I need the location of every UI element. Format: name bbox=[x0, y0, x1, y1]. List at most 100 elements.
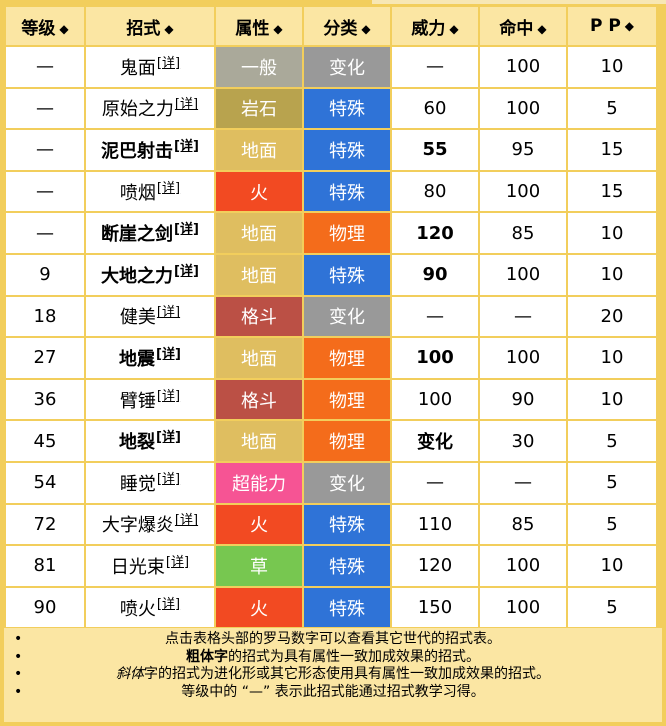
accuracy-cell: 30 bbox=[480, 421, 566, 461]
detail-link[interactable]: [详] bbox=[174, 97, 199, 113]
move-cell: 大字爆炎[详] bbox=[86, 504, 214, 545]
detail-link[interactable]: [详] bbox=[174, 222, 199, 238]
type-badge[interactable]: 格斗 bbox=[216, 379, 302, 420]
note-item: 斜体字的招式为进化形或其它形态使用具有属性一致加成效果的招式。 bbox=[4, 666, 662, 684]
type-badge[interactable]: 地面 bbox=[216, 254, 302, 295]
move-cell: 地震[详] bbox=[86, 338, 214, 378]
column-header[interactable]: 属性 ◆ bbox=[216, 7, 302, 45]
accuracy-cell: 95 bbox=[480, 130, 566, 170]
move-name-link[interactable]: 原始之力 bbox=[101, 99, 174, 121]
sort-icon[interactable]: ◆ bbox=[59, 21, 69, 36]
detail-link[interactable]: [详] bbox=[156, 55, 181, 71]
level-cell: 27 bbox=[6, 338, 84, 378]
move-name-link[interactable]: 地裂 bbox=[119, 432, 156, 454]
move-name-link[interactable]: 健美 bbox=[119, 307, 156, 329]
accuracy-cell: — bbox=[480, 462, 566, 503]
move-cell: 地裂[详] bbox=[86, 421, 214, 461]
detail-link[interactable]: [详] bbox=[174, 138, 199, 154]
type-badge[interactable]: 草 bbox=[216, 546, 302, 586]
category-badge[interactable]: 特殊 bbox=[304, 254, 390, 295]
category-badge[interactable]: 变化 bbox=[304, 47, 390, 87]
detail-link[interactable]: [详] bbox=[156, 180, 181, 196]
level-cell: — bbox=[6, 47, 84, 87]
move-name-link[interactable]: 日光束 bbox=[110, 556, 165, 578]
note-bold-text: 粗体字 bbox=[186, 648, 228, 665]
category-badge[interactable]: 物理 bbox=[304, 421, 390, 461]
move-name-link[interactable]: 断崖之剑 bbox=[101, 224, 174, 246]
level-cell: — bbox=[6, 88, 84, 129]
note-text: 字的招式为进化形或其它形态使用具有属性一致加成效果的招式。 bbox=[144, 666, 550, 682]
type-badge[interactable]: 地面 bbox=[216, 213, 302, 253]
category-badge[interactable]: 特殊 bbox=[304, 171, 390, 212]
pp-cell: 10 bbox=[568, 47, 656, 87]
table-row: 54 睡觉[详] 超能力 变化 — —5 bbox=[6, 462, 656, 503]
move-name-link[interactable]: 鬼面 bbox=[119, 57, 156, 79]
type-badge[interactable]: 火 bbox=[216, 171, 302, 212]
pp-cell: 5 bbox=[568, 587, 656, 628]
table-row: 27 地震[详] 地面 物理 100 100 10 bbox=[6, 338, 656, 378]
column-header[interactable]: 威力 ◆ bbox=[392, 7, 478, 45]
column-header[interactable]: 等级 ◆ bbox=[6, 7, 84, 45]
column-header[interactable]: 招式 ◆ bbox=[86, 7, 214, 45]
type-badge[interactable]: 地面 bbox=[216, 421, 302, 461]
category-badge[interactable]: 特殊 bbox=[304, 88, 390, 129]
detail-link[interactable]: [详] bbox=[165, 554, 190, 570]
detail-link[interactable]: [详] bbox=[156, 346, 181, 362]
pp-cell: 5 bbox=[568, 462, 656, 503]
note-item: 等级中的 “—” 表示此招式能通过招式教学习得。 bbox=[4, 684, 662, 702]
detail-link[interactable]: [详] bbox=[156, 430, 181, 446]
move-name-link[interactable]: 睡觉 bbox=[119, 473, 156, 495]
sort-icon[interactable]: ◆ bbox=[537, 21, 547, 36]
sort-icon[interactable]: ◆ bbox=[361, 21, 371, 36]
type-badge[interactable]: 地面 bbox=[216, 130, 302, 170]
accuracy-cell: 100 bbox=[480, 254, 566, 295]
detail-link[interactable]: [详] bbox=[174, 263, 199, 279]
sort-icon[interactable]: ◆ bbox=[273, 21, 283, 36]
level-cell: — bbox=[6, 171, 84, 212]
pp-cell: 10 bbox=[568, 546, 656, 586]
move-name-link[interactable]: 大字爆炎 bbox=[101, 515, 174, 537]
category-badge[interactable]: 特殊 bbox=[304, 130, 390, 170]
detail-link[interactable]: [详] bbox=[156, 388, 181, 404]
notes-box: 点击表格头部的罗马数字可以查看其它世代的招式表。 粗体字的招式为具有属性一致加成… bbox=[4, 628, 662, 722]
move-name-link[interactable]: 地震 bbox=[119, 348, 156, 370]
sort-icon[interactable]: ◆ bbox=[449, 21, 459, 36]
move-cell: 喷火[详] bbox=[86, 587, 214, 628]
type-badge[interactable]: 超能力 bbox=[216, 462, 302, 503]
column-header[interactable]: P P ◆ bbox=[568, 7, 656, 45]
type-badge[interactable]: 火 bbox=[216, 587, 302, 628]
detail-link[interactable]: [详] bbox=[156, 305, 181, 321]
sort-icon[interactable]: ◆ bbox=[624, 19, 635, 33]
detail-link[interactable]: [详] bbox=[156, 471, 181, 487]
column-header[interactable]: 命中 ◆ bbox=[480, 7, 566, 45]
category-badge[interactable]: 物理 bbox=[304, 379, 390, 420]
type-badge[interactable]: 地面 bbox=[216, 338, 302, 378]
power-cell: 60 bbox=[392, 88, 478, 129]
category-badge[interactable]: 变化 bbox=[304, 296, 390, 337]
pp-cell: 10 bbox=[568, 338, 656, 378]
type-badge[interactable]: 格斗 bbox=[216, 296, 302, 337]
detail-link[interactable]: [详] bbox=[156, 596, 181, 612]
category-badge[interactable]: 特殊 bbox=[304, 546, 390, 586]
table-row: 9 大地之力[详] 地面 特殊 90 100 10 bbox=[6, 254, 656, 295]
type-badge[interactable]: 火 bbox=[216, 504, 302, 545]
move-name-link[interactable]: 臂锤 bbox=[119, 390, 156, 412]
category-badge[interactable]: 特殊 bbox=[304, 587, 390, 628]
detail-link[interactable]: [详] bbox=[174, 513, 199, 529]
move-name-link[interactable]: 喷烟 bbox=[119, 182, 156, 204]
move-name-link[interactable]: 喷火 bbox=[119, 598, 156, 620]
level-cell: 18 bbox=[6, 296, 84, 337]
column-header[interactable]: 分类 ◆ bbox=[304, 7, 390, 45]
category-badge[interactable]: 特殊 bbox=[304, 504, 390, 545]
move-name-link[interactable]: 大地之力 bbox=[101, 265, 174, 287]
category-badge[interactable]: 物理 bbox=[304, 338, 390, 378]
header-row: 等级 ◆ 招式 ◆ 属性 ◆ 分类 ◆ 威力 ◆ 命中 ◆ P P ◆ bbox=[6, 7, 656, 45]
sort-icon[interactable]: ◆ bbox=[164, 21, 174, 36]
category-badge[interactable]: 物理 bbox=[304, 213, 390, 253]
top-strip bbox=[372, 0, 666, 4]
move-name-link[interactable]: 泥巴射击 bbox=[101, 140, 174, 162]
type-badge[interactable]: 一般 bbox=[216, 47, 302, 87]
category-badge[interactable]: 变化 bbox=[304, 462, 390, 503]
type-badge[interactable]: 岩石 bbox=[216, 88, 302, 129]
power-cell: 120 bbox=[392, 213, 478, 253]
